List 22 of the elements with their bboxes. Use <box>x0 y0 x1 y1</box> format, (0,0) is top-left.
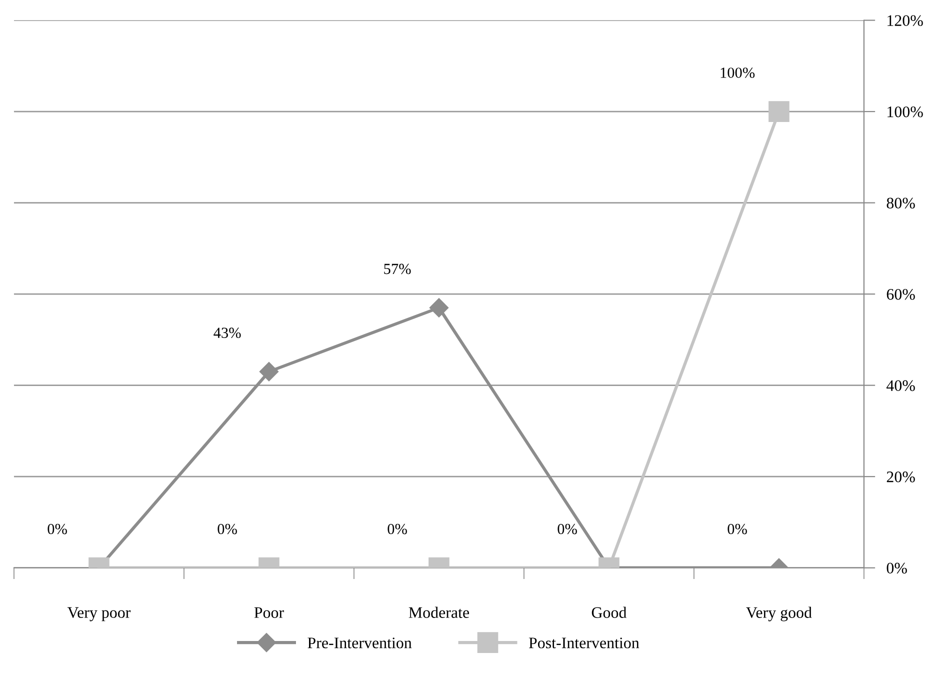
data-label: 0% <box>728 524 747 534</box>
data-label: 57% <box>384 264 411 274</box>
y-tick-label: 60% <box>886 288 915 300</box>
legend-label: Post-Intervention <box>528 638 640 648</box>
x-tick-label: Very poor <box>67 607 131 622</box>
y-tick-label: 100% <box>888 106 923 118</box>
legend-label: Pre-Intervention <box>308 638 412 648</box>
y-tick-label: 0% <box>886 562 907 574</box>
y-tick-label: 20% <box>886 472 915 482</box>
y-tick-label: 120% <box>888 15 923 26</box>
y-tick-label: 40% <box>886 380 915 392</box>
x-tick-label: Moderate <box>408 606 470 618</box>
y-tick-label: 80% <box>886 198 915 209</box>
x-tick-label: Poor <box>254 607 284 618</box>
x-tick-label: Good <box>592 606 627 618</box>
data-label: 0% <box>558 524 577 534</box>
data-label: 0% <box>218 524 237 534</box>
data-label: 100% <box>720 68 755 78</box>
data-label: 43% <box>214 328 241 338</box>
x-tick-label: Very good <box>746 606 812 622</box>
data-label: 0% <box>48 524 67 534</box>
data-label: 0% <box>388 524 407 534</box>
